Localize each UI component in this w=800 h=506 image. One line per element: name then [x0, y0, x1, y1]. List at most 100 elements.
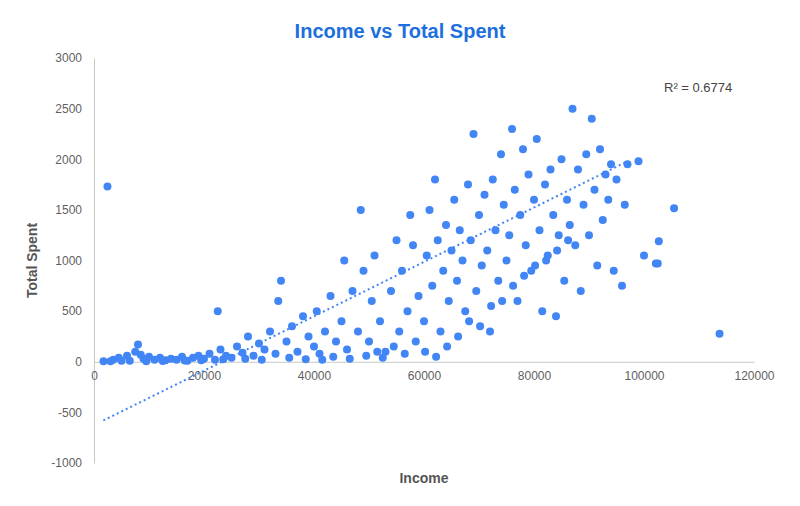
point — [547, 165, 555, 173]
y-tick-label: 0 — [75, 355, 82, 369]
point — [126, 357, 134, 365]
point — [509, 282, 517, 290]
point — [432, 353, 440, 361]
y-tick: 2000 — [55, 153, 94, 167]
point — [443, 343, 451, 351]
point — [596, 145, 604, 153]
point — [442, 221, 450, 229]
point — [409, 241, 417, 249]
y-tick: -1000 — [51, 456, 94, 470]
y-tick-label: -500 — [58, 406, 82, 420]
point — [434, 236, 442, 244]
point — [329, 353, 337, 361]
point — [538, 307, 546, 315]
x-tick-label: 120000 — [734, 369, 774, 383]
point — [357, 206, 365, 214]
point — [655, 237, 663, 245]
point — [599, 216, 607, 224]
point — [283, 338, 291, 346]
point — [489, 176, 497, 184]
x-tick-label: 0 — [91, 369, 98, 383]
point — [588, 115, 596, 123]
point — [624, 160, 632, 168]
point — [423, 251, 431, 259]
point — [217, 346, 225, 354]
point — [519, 145, 527, 153]
point — [395, 327, 403, 335]
point — [525, 170, 533, 178]
point — [552, 312, 560, 320]
point — [450, 196, 458, 204]
point — [574, 165, 582, 173]
point — [382, 348, 390, 356]
point — [354, 327, 362, 335]
point — [244, 332, 252, 340]
point — [508, 125, 516, 133]
point — [376, 317, 384, 325]
y-tick: 2500 — [55, 102, 94, 116]
point — [530, 196, 538, 204]
point — [670, 204, 678, 212]
y-tick: 1000 — [55, 254, 94, 268]
x-tick: 40000 — [298, 362, 332, 384]
x-axis-line — [95, 362, 755, 363]
y-tick-label: 3000 — [55, 51, 82, 65]
point — [569, 105, 577, 113]
x-tick: 120000 — [734, 362, 774, 384]
point — [318, 356, 326, 364]
x-tick: 80000 — [518, 362, 552, 384]
point — [582, 150, 590, 158]
point — [505, 231, 513, 239]
y-tick-label: 1500 — [55, 203, 82, 217]
point — [321, 327, 329, 335]
point — [516, 211, 524, 219]
y-axis-title: Total Spent — [24, 223, 40, 299]
point — [365, 338, 373, 346]
point — [100, 357, 108, 365]
point — [338, 317, 346, 325]
point — [404, 307, 412, 315]
chart: -1000-5000500100015002000250030000200004… — [0, 0, 800, 506]
x-tick-label: 80000 — [518, 369, 552, 383]
point — [327, 292, 335, 300]
annotation: R² = 0.6774 — [664, 80, 732, 95]
title: Income vs Total Spent — [295, 20, 506, 42]
x-tick: 60000 — [408, 362, 442, 384]
y-axis: -1000-500050010001500200025003000 — [51, 51, 94, 470]
y-tick: 1500 — [55, 203, 94, 217]
point — [250, 352, 258, 360]
point — [472, 287, 480, 295]
point — [305, 332, 313, 340]
point — [421, 348, 429, 356]
point — [415, 292, 423, 300]
point — [476, 322, 484, 330]
point — [497, 150, 505, 158]
point — [211, 356, 219, 364]
point — [368, 297, 376, 305]
plot-area — [100, 105, 724, 421]
point — [503, 257, 511, 265]
x-tick-label: 60000 — [408, 369, 442, 383]
point — [233, 343, 241, 351]
x-axis-title: Income — [399, 470, 448, 486]
point — [332, 338, 340, 346]
y-tick-label: 2000 — [55, 153, 82, 167]
point — [541, 181, 549, 189]
point — [494, 277, 502, 285]
x-axis: 020000400006000080000100000120000 — [91, 362, 775, 384]
point — [340, 257, 348, 265]
point — [343, 346, 351, 354]
point — [461, 307, 469, 315]
point — [206, 350, 214, 358]
point — [483, 246, 491, 254]
scatter-series — [100, 105, 724, 366]
y-tick: 0 — [75, 355, 94, 369]
point — [465, 317, 473, 325]
point — [401, 350, 409, 358]
point — [456, 226, 464, 234]
point — [487, 302, 495, 310]
point — [241, 355, 249, 363]
x-tick-label: 100000 — [624, 369, 664, 383]
point — [618, 282, 626, 290]
point — [272, 350, 280, 358]
